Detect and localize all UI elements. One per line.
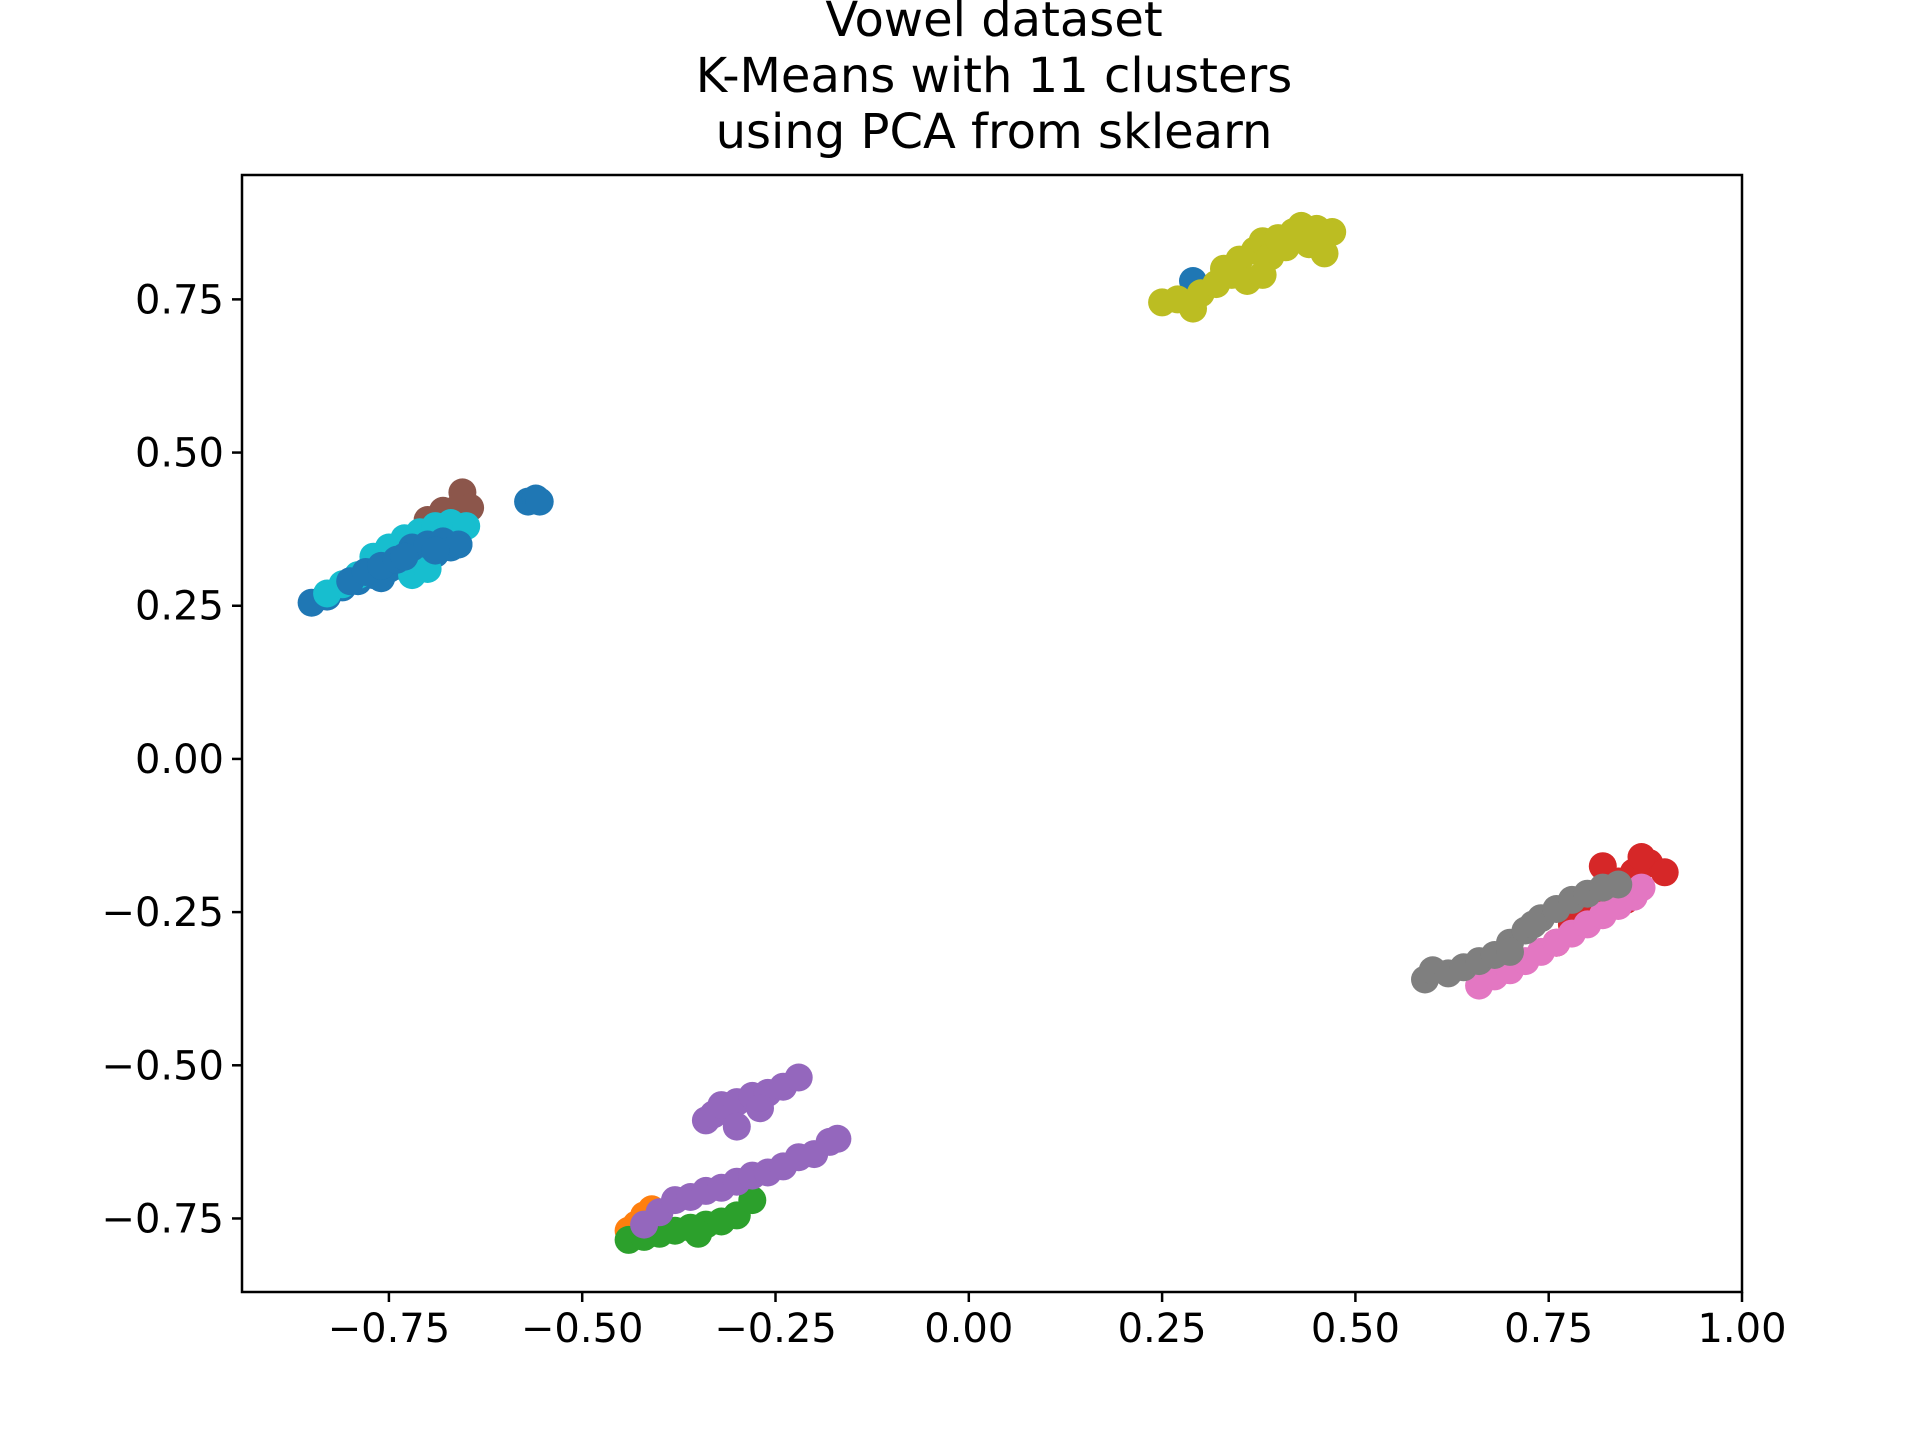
x-tick-label: 1.00	[1697, 1306, 1786, 1352]
x-tick-label: 0.25	[1118, 1306, 1207, 1352]
x-tick-label: −0.75	[328, 1306, 451, 1352]
x-tick-label: 0.75	[1504, 1306, 1593, 1352]
data-point	[784, 1063, 813, 1092]
data-point	[1310, 239, 1339, 268]
x-tick-label: −0.50	[521, 1306, 644, 1352]
data-points-layer	[297, 211, 1679, 1254]
data-point	[1519, 910, 1548, 939]
data-point	[1496, 937, 1524, 966]
data-point	[1650, 858, 1679, 887]
y-tick-label: 0.50	[135, 431, 224, 477]
data-point	[1217, 260, 1246, 289]
data-point	[525, 487, 554, 516]
y-tick-label: −0.50	[101, 1043, 224, 1089]
y-tick-label: 0.25	[135, 584, 224, 630]
cluster-series-8	[1411, 870, 1633, 994]
data-point	[1627, 873, 1656, 902]
x-tick-label: 0.00	[924, 1306, 1013, 1352]
data-point	[684, 1219, 713, 1248]
chart-title-line-1: Vowel dataset	[825, 0, 1162, 48]
data-point	[1627, 843, 1656, 871]
y-tick-label: −0.75	[101, 1196, 224, 1242]
cluster-series-9	[1148, 211, 1347, 323]
y-axis-ticks: −0.75 −0.50 −0.25 0.00 0.25 0.50 0.75	[101, 277, 242, 1242]
y-tick-label: −0.25	[101, 890, 224, 936]
data-point	[823, 1124, 852, 1153]
y-tick-label: 0.00	[135, 737, 224, 783]
cluster-series-7	[1465, 873, 1656, 1000]
y-tick-label: 0.75	[135, 277, 224, 323]
data-point	[444, 530, 473, 559]
chart-title-line-2: K-Means with 11 clusters	[696, 48, 1292, 104]
data-point	[1318, 218, 1347, 246]
cluster-series-5	[630, 1063, 852, 1239]
x-tick-label: −0.25	[714, 1306, 837, 1352]
cluster-series-11	[336, 527, 473, 596]
data-point	[1248, 260, 1277, 289]
data-point	[738, 1186, 767, 1215]
data-point	[390, 542, 419, 571]
chart-title-line-3: using PCA from sklearn	[716, 104, 1273, 160]
data-point	[746, 1094, 774, 1123]
plot-area-frame	[240, 173, 1744, 1294]
x-tick-label: 0.50	[1311, 1306, 1400, 1352]
data-point	[1604, 870, 1633, 899]
x-axis-ticks: −0.75 −0.50 −0.25 0.00 0.25 0.50 0.75 1.00	[328, 1292, 1787, 1352]
data-point	[722, 1112, 751, 1141]
data-point	[421, 536, 450, 565]
data-point	[1588, 852, 1617, 881]
